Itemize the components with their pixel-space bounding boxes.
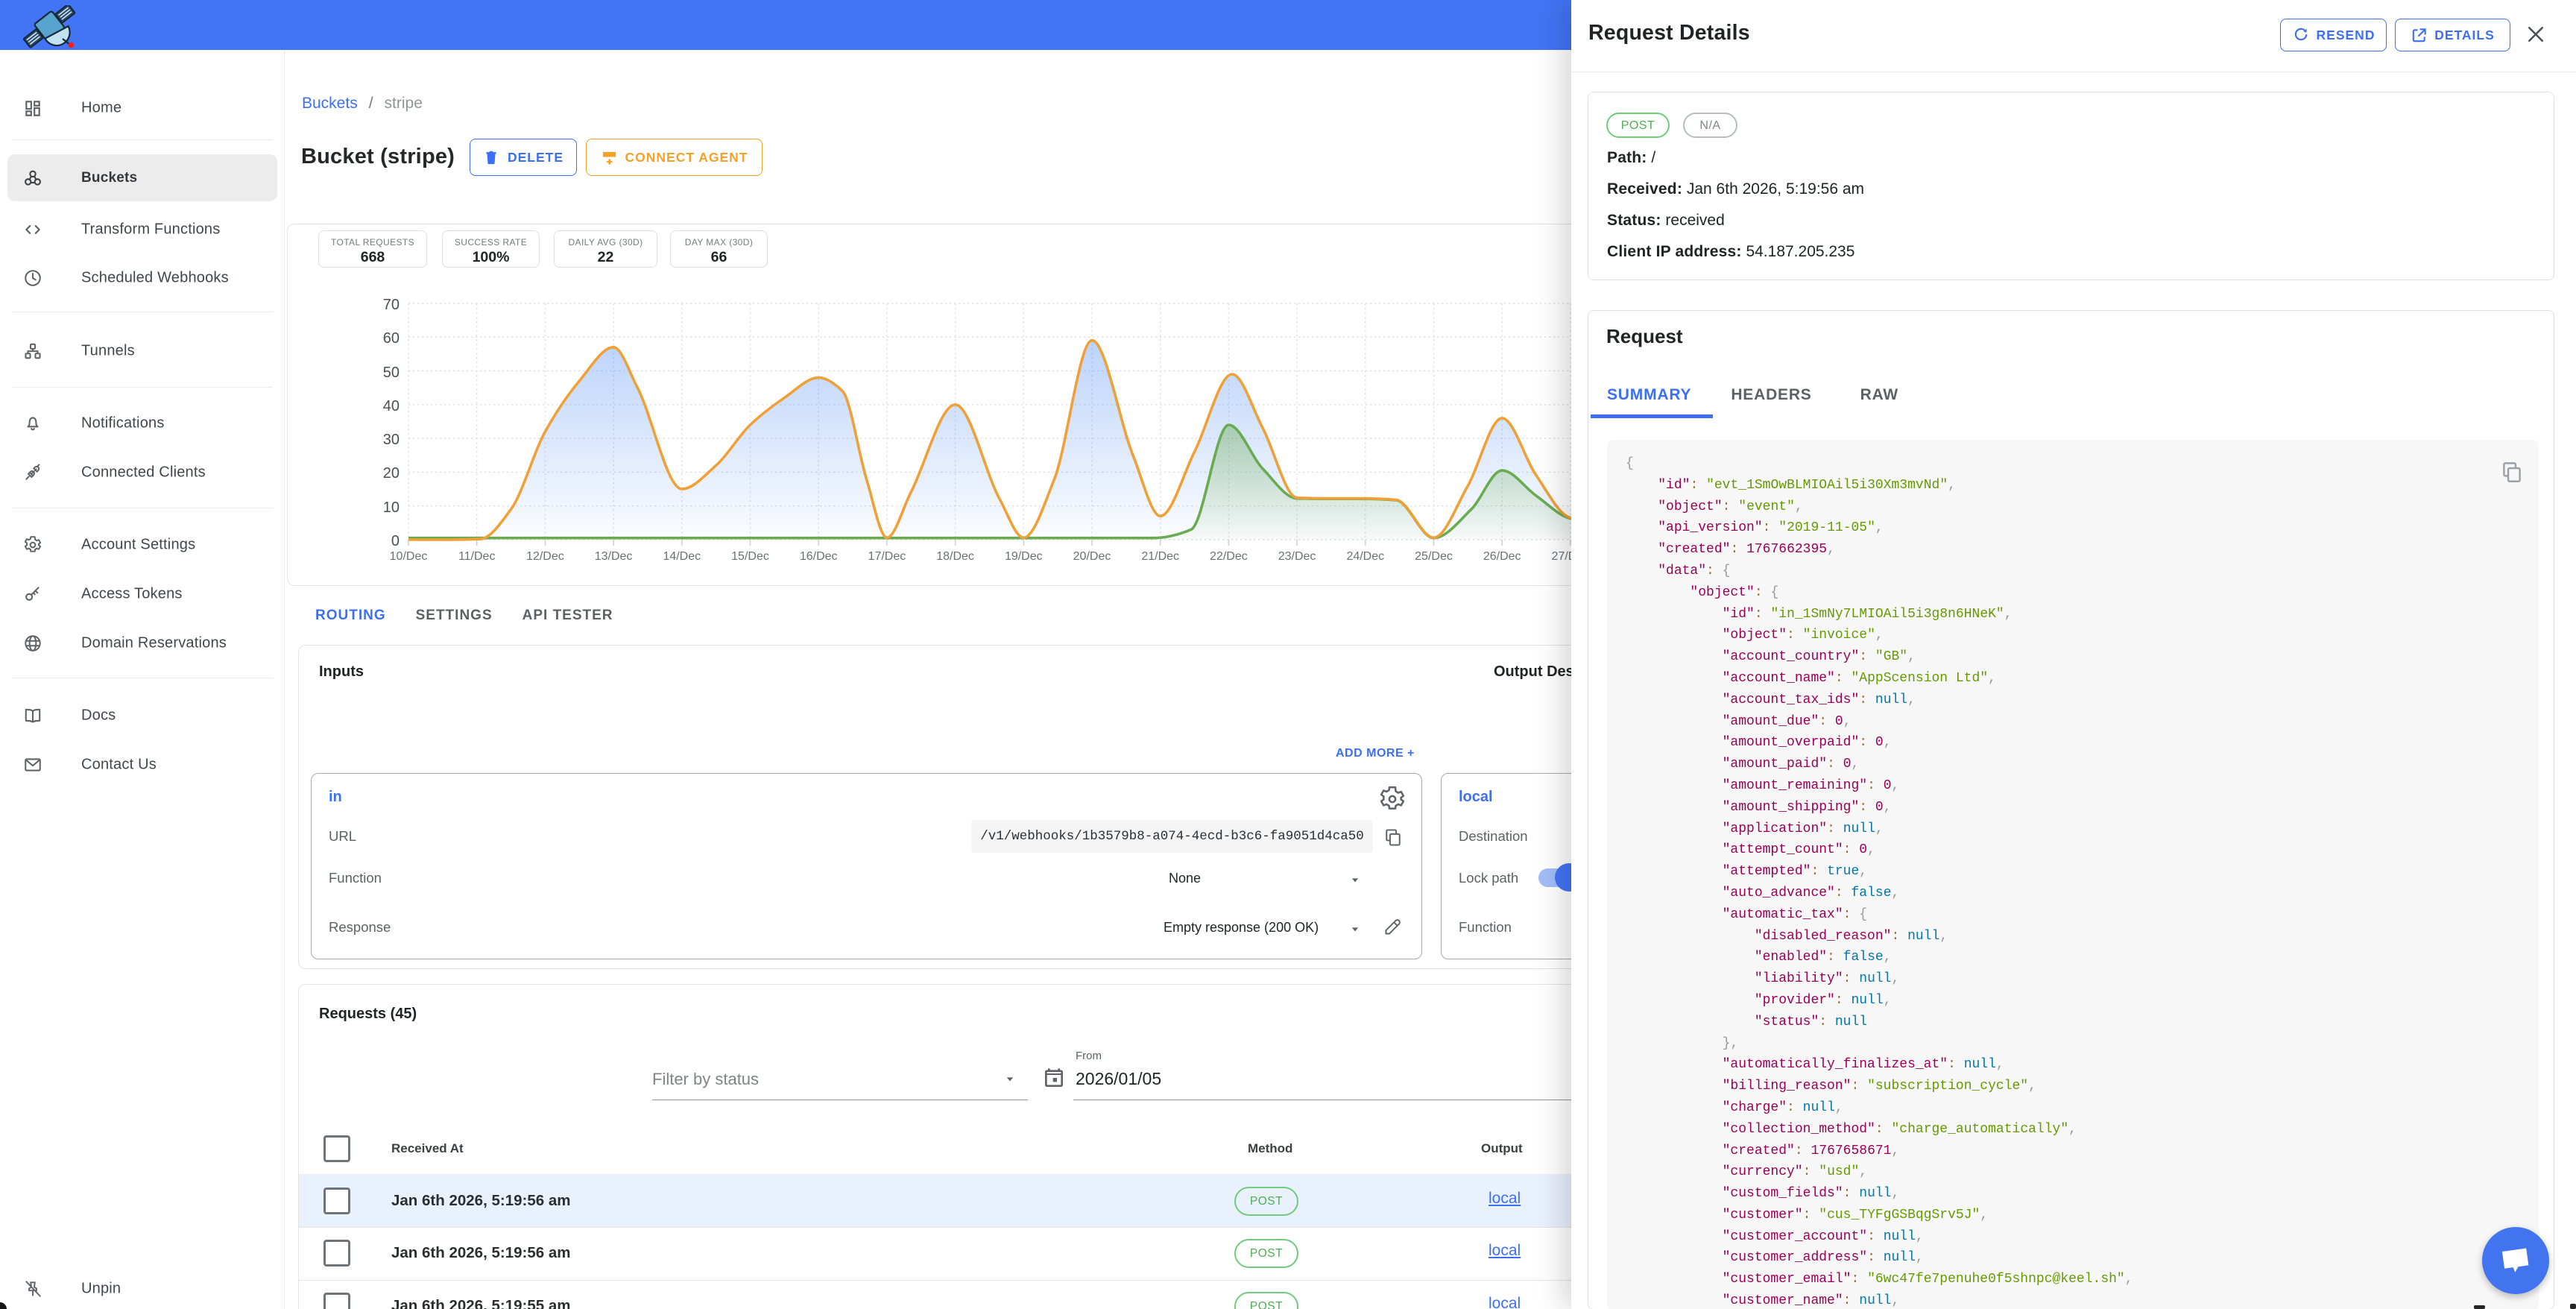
svg-text:10: 10 xyxy=(383,499,400,516)
svg-text:12/Dec: 12/Dec xyxy=(526,550,564,563)
svg-text:18/Dec: 18/Dec xyxy=(936,550,974,563)
svg-text:70: 70 xyxy=(383,297,400,313)
svg-text:11/Dec: 11/Dec xyxy=(458,550,496,563)
svg-text:10/Dec: 10/Dec xyxy=(390,550,428,563)
svg-text:24/Dec: 24/Dec xyxy=(1346,550,1384,563)
svg-text:16/Dec: 16/Dec xyxy=(800,550,838,563)
svg-text:13/Dec: 13/Dec xyxy=(595,550,633,563)
svg-text:21/Dec: 21/Dec xyxy=(1141,550,1179,563)
svg-text:20: 20 xyxy=(383,465,400,482)
svg-text:15/Dec: 15/Dec xyxy=(731,550,769,563)
svg-text:40: 40 xyxy=(383,398,400,414)
svg-text:25/Dec: 25/Dec xyxy=(1415,550,1453,563)
svg-text:23/Dec: 23/Dec xyxy=(1278,550,1316,563)
svg-text:30: 30 xyxy=(383,432,400,448)
svg-text:20/Dec: 20/Dec xyxy=(1073,550,1111,563)
svg-text:50: 50 xyxy=(383,365,400,381)
svg-text:17/Dec: 17/Dec xyxy=(868,550,906,563)
svg-text:0: 0 xyxy=(391,533,400,549)
svg-text:19/Dec: 19/Dec xyxy=(1005,550,1043,563)
svg-text:22/Dec: 22/Dec xyxy=(1210,550,1248,563)
svg-text:26/Dec: 26/Dec xyxy=(1483,550,1521,563)
svg-text:14/Dec: 14/Dec xyxy=(663,550,701,563)
svg-text:60: 60 xyxy=(383,330,400,347)
